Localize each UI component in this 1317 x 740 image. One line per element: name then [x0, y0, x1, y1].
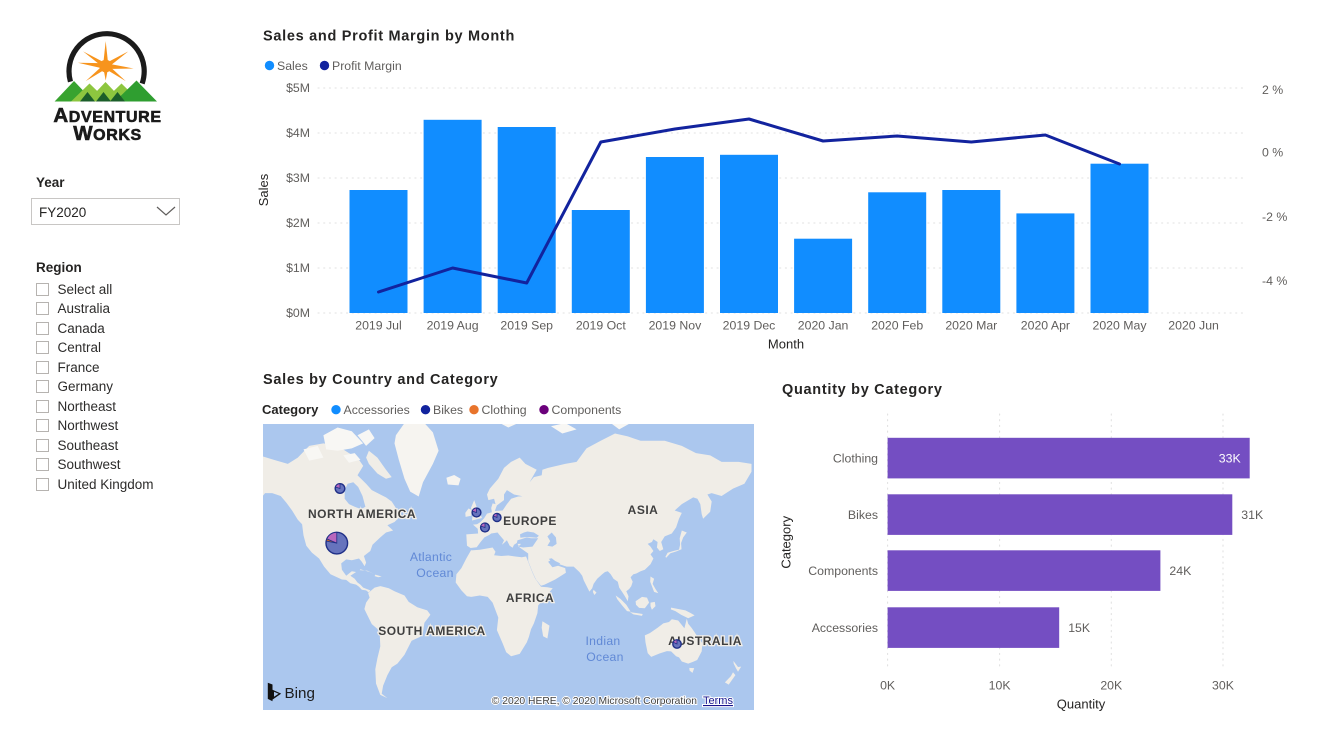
- svg-text:Accessories: Accessories: [812, 621, 878, 635]
- svg-text:2019 Jul: 2019 Jul: [355, 319, 402, 333]
- svg-text:Sales by Country and Category: Sales by Country and Category: [263, 372, 498, 388]
- svg-text:15K: 15K: [1068, 621, 1091, 635]
- svg-text:Terms: Terms: [703, 695, 733, 707]
- svg-text:EUROPE: EUROPE: [503, 514, 557, 528]
- svg-text:NORTH AMERICA: NORTH AMERICA: [308, 507, 416, 521]
- svg-text:Bikes: Bikes: [433, 403, 463, 417]
- svg-text:0 %: 0 %: [1262, 146, 1283, 160]
- svg-text:Atlantic: Atlantic: [410, 550, 452, 564]
- svg-text:Quantity by Category: Quantity by Category: [782, 382, 943, 398]
- svg-text:Profit Margin: Profit Margin: [332, 59, 402, 73]
- svg-text:Indian: Indian: [585, 634, 620, 648]
- svg-text:Components: Components: [552, 403, 622, 417]
- svg-text:Accessories: Accessories: [344, 403, 410, 417]
- svg-text:2020 Jan: 2020 Jan: [798, 319, 849, 333]
- svg-text:2020 Feb: 2020 Feb: [871, 319, 923, 333]
- svg-text:$3M: $3M: [286, 171, 310, 185]
- svg-text:Quantity: Quantity: [1057, 697, 1106, 712]
- svg-text:2020 Apr: 2020 Apr: [1021, 319, 1070, 333]
- svg-text:Ocean: Ocean: [416, 566, 453, 580]
- svg-text:ASIA: ASIA: [628, 503, 659, 517]
- svg-text:Category: Category: [779, 515, 794, 568]
- svg-text:AUSTRALIA: AUSTRALIA: [668, 634, 742, 648]
- svg-text:Category: Category: [262, 402, 319, 417]
- svg-text:© 2020 HERE, © 2020 Microsoft: © 2020 HERE, © 2020 Microsoft Corporatio…: [492, 696, 697, 707]
- svg-text:Ocean: Ocean: [586, 650, 623, 664]
- svg-text:Bing: Bing: [285, 685, 315, 702]
- svg-text:$1M: $1M: [286, 261, 310, 275]
- svg-text:$0M: $0M: [286, 306, 310, 320]
- svg-text:-4 %: -4 %: [1262, 274, 1287, 288]
- svg-text:-2 %: -2 %: [1262, 210, 1287, 224]
- svg-text:2019 Oct: 2019 Oct: [576, 319, 626, 333]
- svg-text:Sales: Sales: [277, 59, 308, 73]
- svg-text:SOUTH AMERICA: SOUTH AMERICA: [378, 624, 485, 638]
- svg-text:Clothing: Clothing: [833, 451, 878, 465]
- svg-text:Clothing: Clothing: [482, 403, 527, 417]
- svg-text:Bikes: Bikes: [848, 508, 878, 522]
- svg-text:AFRICA: AFRICA: [506, 591, 554, 605]
- svg-text:$4M: $4M: [286, 126, 310, 140]
- svg-text:30K: 30K: [1212, 679, 1235, 693]
- svg-text:2019 Sep: 2019 Sep: [500, 319, 553, 333]
- svg-text:31K: 31K: [1241, 508, 1264, 522]
- svg-text:0K: 0K: [880, 679, 896, 693]
- svg-text:$2M: $2M: [286, 216, 310, 230]
- svg-text:2020 Mar: 2020 Mar: [945, 319, 997, 333]
- svg-text:33K: 33K: [1219, 451, 1242, 465]
- svg-text:Sales: Sales: [256, 173, 271, 206]
- svg-text:20K: 20K: [1100, 679, 1123, 693]
- svg-text:24K: 24K: [1169, 564, 1192, 578]
- svg-text:2020 May: 2020 May: [1092, 319, 1147, 333]
- svg-text:10K: 10K: [989, 679, 1012, 693]
- svg-text:2 %: 2 %: [1262, 83, 1283, 97]
- svg-text:Month: Month: [768, 337, 804, 352]
- svg-text:2020 Jun: 2020 Jun: [1168, 319, 1219, 333]
- svg-text:$5M: $5M: [286, 81, 310, 95]
- svg-text:2019 Aug: 2019 Aug: [427, 319, 479, 333]
- svg-text:2019 Nov: 2019 Nov: [649, 319, 702, 333]
- svg-text:Components: Components: [808, 564, 878, 578]
- svg-text:2019 Dec: 2019 Dec: [723, 319, 776, 333]
- svg-text:Sales and Profit Margin by Mon: Sales and Profit Margin by Month: [263, 29, 515, 45]
